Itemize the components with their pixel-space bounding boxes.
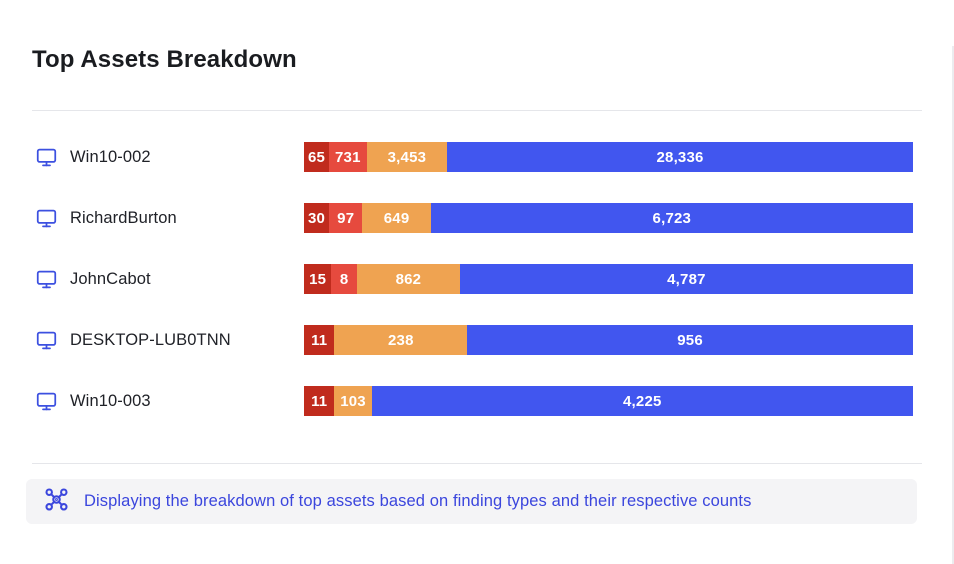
monitor-icon bbox=[32, 208, 57, 229]
asset-label-cell: Win10-002 bbox=[32, 147, 304, 168]
page-title: Top Assets Breakdown bbox=[32, 46, 297, 73]
asset-row: RichardBurton 30 97 649 6,723 bbox=[32, 203, 913, 233]
bar-segment-critical[interactable]: 15 bbox=[304, 264, 332, 294]
asset-row: DESKTOP-LUB0TNN 11 238 956 bbox=[32, 325, 913, 355]
bar-segment-critical[interactable]: 65 bbox=[304, 142, 329, 172]
bar-segment-high[interactable]: 8 bbox=[331, 264, 357, 294]
severity-bar: 15 8 862 4,787 bbox=[304, 264, 913, 294]
asset-label-cell: DESKTOP-LUB0TNN bbox=[32, 330, 304, 351]
asset-row: Win10-003 11 103 4,225 bbox=[32, 386, 913, 416]
footer-note: Displaying the breakdown of top assets b… bbox=[26, 479, 917, 524]
asset-label-cell: Win10-003 bbox=[32, 391, 304, 412]
top-assets-card: Top Assets Breakdown Win10-002 65 731 3,… bbox=[0, 46, 954, 564]
asset-label: Win10-002 bbox=[70, 147, 151, 166]
asset-label: JohnCabot bbox=[70, 269, 151, 288]
bar-segment-medium[interactable]: 238 bbox=[334, 325, 468, 355]
asset-label-cell: RichardBurton bbox=[32, 208, 304, 229]
bar-segment-high[interactable]: 97 bbox=[328, 203, 363, 233]
bar-segment-low[interactable]: 956 bbox=[467, 325, 913, 355]
bar-segment-medium[interactable]: 3,453 bbox=[366, 142, 448, 172]
bar-segment-low[interactable]: 4,787 bbox=[459, 264, 913, 294]
asset-row: Win10-002 65 731 3,453 28,336 bbox=[32, 142, 913, 172]
bar-segment-medium[interactable]: 649 bbox=[362, 203, 431, 233]
right-edge-border bbox=[952, 46, 954, 564]
bar-segment-low[interactable]: 28,336 bbox=[447, 142, 913, 172]
bar-segment-low[interactable]: 6,723 bbox=[430, 203, 913, 233]
bar-segment-critical[interactable]: 30 bbox=[304, 203, 329, 233]
severity-bar: 30 97 649 6,723 bbox=[304, 203, 913, 233]
monitor-icon bbox=[32, 147, 57, 168]
bar-segment-low[interactable]: 4,225 bbox=[371, 386, 913, 416]
severity-bar: 11 103 4,225 bbox=[304, 386, 913, 416]
bar-segment-critical[interactable]: 11 bbox=[304, 325, 335, 355]
bar-segment-high[interactable]: 731 bbox=[328, 142, 367, 172]
asset-rows: Win10-002 65 731 3,453 28,336 RichardBur… bbox=[0, 111, 954, 416]
monitor-icon bbox=[32, 269, 57, 290]
monitor-icon bbox=[32, 330, 57, 351]
asset-label-cell: JohnCabot bbox=[32, 269, 304, 290]
monitor-icon bbox=[32, 391, 57, 412]
asset-row: JohnCabot 15 8 862 4,787 bbox=[32, 264, 913, 294]
bar-segment-medium[interactable]: 862 bbox=[356, 264, 460, 294]
asset-label: DESKTOP-LUB0TNN bbox=[70, 330, 231, 349]
footer-note-text: Displaying the breakdown of top assets b… bbox=[84, 492, 752, 510]
severity-bar: 65 731 3,453 28,336 bbox=[304, 142, 913, 172]
drone-icon bbox=[44, 487, 69, 517]
severity-bar: 11 238 956 bbox=[304, 325, 913, 355]
asset-label: RichardBurton bbox=[70, 208, 177, 227]
title-divider bbox=[32, 110, 922, 111]
bar-segment-critical[interactable]: 11 bbox=[304, 386, 335, 416]
rows-divider bbox=[32, 463, 922, 464]
asset-label: Win10-003 bbox=[70, 391, 151, 410]
bar-segment-medium[interactable]: 103 bbox=[334, 386, 372, 416]
